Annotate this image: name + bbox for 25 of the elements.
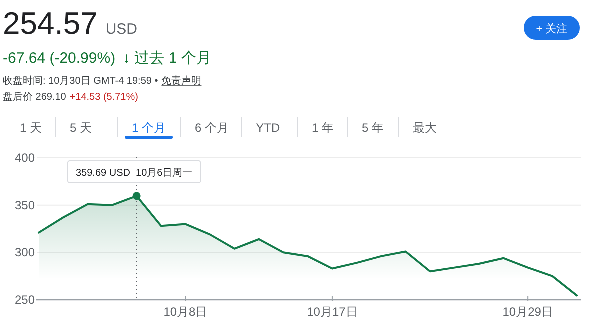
y-tick-label: 300 [14,246,36,260]
text: 免责声明 [162,75,202,87]
text: 盘后价 269.10 [3,91,67,103]
annotation: 359.69 USD 10月6日周一 [76,168,193,179]
x-tick-label: 10月17日 [307,305,358,319]
chart-subtitle: USD [106,21,138,38]
text: -67.64 (-20.99%) [3,50,116,67]
y-tick-label: 400 [14,151,36,165]
text: ↓ 过去 1 个月 [123,50,212,67]
x-tick-label: 10月29日 [502,305,554,319]
text: YTD [256,121,280,135]
text: 6 个月 [195,121,230,135]
y-tick-label: 250 [14,293,36,307]
chart-title: 254.57 [3,6,98,41]
text: +14.53 (5.71%) [70,92,138,103]
x-tick-label: 10月8日 [164,305,208,319]
text: 1 个月 [132,121,166,135]
text: 收盘时间: 10月30日 GMT-4 19:59 • [3,75,159,87]
text: + 关注 [536,22,568,36]
text: 最大 [413,121,437,135]
text: 1 天 [20,121,42,135]
text: 5 天 [70,121,92,135]
y-tick-label: 350 [14,198,36,212]
text: 5 年 [362,121,384,135]
text: 1 年 [312,121,334,135]
